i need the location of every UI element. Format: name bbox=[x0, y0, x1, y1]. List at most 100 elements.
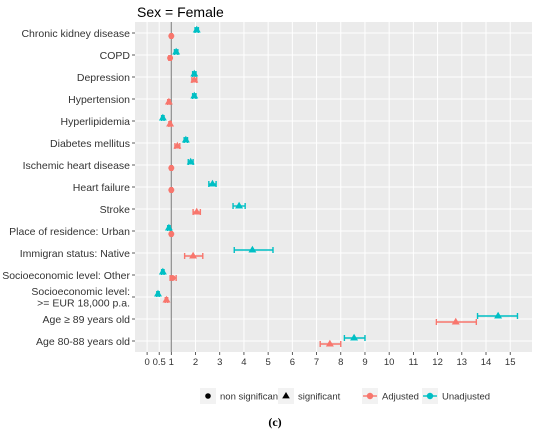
y-tick-label: Age 80-88 years old bbox=[36, 336, 130, 348]
legend-item-triangle: significant bbox=[278, 388, 341, 404]
legend-triangle-icon bbox=[282, 392, 290, 399]
x-tick-label: 7 bbox=[314, 357, 319, 368]
y-tick-label: Place of residence: Urban bbox=[9, 226, 130, 238]
point-marker bbox=[158, 113, 167, 121]
data-point-unadjusted bbox=[164, 223, 173, 231]
x-tick-label: 9 bbox=[362, 357, 367, 368]
point-marker bbox=[168, 165, 175, 171]
point-marker bbox=[164, 97, 173, 105]
data-point-adjusted bbox=[167, 55, 174, 61]
data-point-adjusted bbox=[183, 251, 204, 259]
data-point-unadjusted bbox=[172, 47, 181, 55]
point-marker bbox=[181, 135, 190, 143]
legend-item-unadjusted: Unadjusted bbox=[422, 388, 490, 404]
x-tick-label: 1 bbox=[169, 357, 174, 368]
x-tick-label: 11 bbox=[408, 357, 418, 368]
point-marker bbox=[190, 91, 199, 99]
y-tick-label: COPD bbox=[100, 50, 131, 62]
point-marker bbox=[168, 33, 175, 39]
legend-label: Unadjusted bbox=[442, 392, 490, 403]
chart-title: Sex = Female bbox=[137, 4, 224, 20]
data-point-adjusted bbox=[168, 187, 175, 193]
x-tick-label: 13 bbox=[457, 357, 468, 368]
data-point-adjusted bbox=[168, 33, 175, 39]
data-point-unadjusted bbox=[476, 311, 519, 319]
data-point-unadjusted bbox=[158, 113, 167, 121]
y-tick-label: Depression bbox=[77, 72, 130, 84]
x-tick-label: 15 bbox=[505, 357, 516, 368]
data-point-adjusted bbox=[168, 231, 175, 237]
point-marker bbox=[248, 245, 257, 253]
legend-label: Adjusted bbox=[382, 392, 419, 403]
data-point-unadjusted bbox=[158, 267, 167, 275]
x-tick-label: 0.5 bbox=[153, 357, 166, 368]
y-tick-label: Chronic kidney disease bbox=[21, 28, 130, 40]
point-marker bbox=[190, 69, 199, 77]
point-marker bbox=[162, 295, 171, 303]
x-tick-label: 3 bbox=[217, 357, 222, 368]
point-marker bbox=[172, 47, 181, 55]
data-point-unadjusted bbox=[190, 69, 199, 77]
point-marker bbox=[350, 333, 359, 341]
data-point-unadjusted bbox=[181, 135, 190, 143]
x-tick-label: 5 bbox=[265, 357, 270, 368]
legend-label: non significant bbox=[220, 392, 281, 403]
point-marker bbox=[190, 75, 199, 83]
point-marker bbox=[169, 275, 176, 281]
data-point-unadjusted bbox=[192, 25, 201, 33]
data-marks bbox=[153, 25, 519, 347]
x-tick-label: 14 bbox=[481, 357, 492, 368]
point-marker bbox=[173, 141, 182, 149]
y-tick-label: Ischemic heart disease bbox=[23, 160, 131, 172]
point-marker bbox=[166, 119, 175, 127]
data-point-adjusted bbox=[168, 165, 175, 171]
legend-dot bbox=[426, 392, 434, 400]
x-tick-label: 2 bbox=[193, 357, 198, 368]
data-point-unadjusted bbox=[153, 289, 162, 297]
point-marker bbox=[153, 289, 162, 297]
point-marker bbox=[168, 231, 175, 237]
data-point-adjusted bbox=[190, 75, 199, 83]
data-point-unadjusted bbox=[190, 91, 199, 99]
point-marker bbox=[494, 311, 503, 319]
y-tick-label: Diabetes mellitus bbox=[50, 138, 130, 150]
x-tick-label: 8 bbox=[338, 357, 343, 368]
data-point-adjusted bbox=[192, 207, 202, 215]
point-marker bbox=[192, 207, 201, 215]
x-tick-label: 4 bbox=[241, 357, 246, 368]
y-tick-label: Hypertension bbox=[68, 94, 130, 106]
point-marker bbox=[451, 317, 460, 325]
x-tick-label: 10 bbox=[384, 357, 395, 368]
data-point-adjusted bbox=[435, 317, 478, 325]
y-tick-label: Socioeconomic level: bbox=[31, 286, 130, 298]
data-point-unadjusted bbox=[233, 245, 274, 253]
y-axis-labels: Chronic kidney disease COPD Depression Hype… bbox=[2, 28, 135, 348]
data-point-unadjusted bbox=[343, 333, 366, 341]
data-point-unadjusted bbox=[232, 201, 246, 209]
legend-dot bbox=[366, 392, 374, 400]
data-point-unadjusted bbox=[186, 157, 195, 165]
legend-item-circle: non significant bbox=[200, 388, 281, 404]
data-point-adjusted bbox=[162, 295, 171, 303]
point-marker bbox=[235, 201, 244, 209]
data-point-adjusted bbox=[169, 275, 177, 281]
data-point-adjusted bbox=[166, 119, 175, 127]
point-marker bbox=[325, 339, 334, 347]
x-tick-label: 6 bbox=[290, 357, 295, 368]
y-tick-label: Hyperlipidemia bbox=[61, 116, 131, 128]
y-tick-label: Socioeconomic level: Other bbox=[2, 270, 130, 282]
legend-item-adjusted: Adjusted bbox=[362, 388, 419, 404]
point-marker bbox=[186, 157, 195, 165]
data-point-unadjusted bbox=[208, 179, 217, 187]
data-point-adjusted bbox=[319, 339, 342, 347]
y-tick-label: Stroke bbox=[100, 204, 131, 216]
x-tick-label: 12 bbox=[432, 357, 443, 368]
y-tick-label: Immigran status: Native bbox=[20, 248, 130, 260]
y-tick-label: >= EUR 18,000 p.a. bbox=[37, 298, 130, 310]
y-tick-label: Age ≥ 89 years old bbox=[43, 314, 131, 326]
legend-label: significant bbox=[298, 392, 341, 403]
point-marker bbox=[192, 25, 201, 33]
data-point-adjusted bbox=[164, 97, 173, 105]
point-marker bbox=[158, 267, 167, 275]
